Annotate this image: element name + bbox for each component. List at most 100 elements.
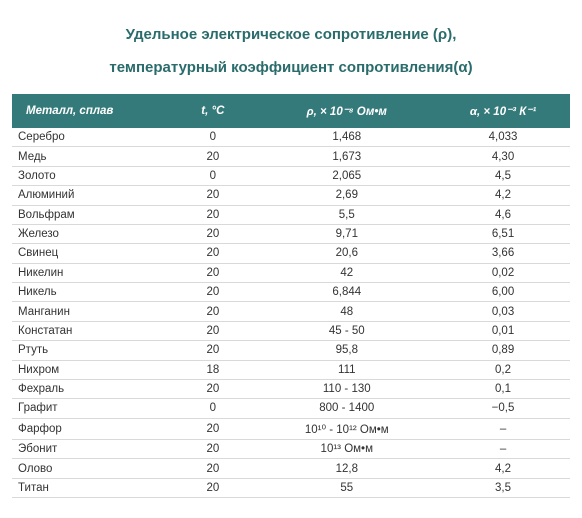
cell-rho: 1,673 (258, 147, 437, 166)
cell-t: 0 (168, 399, 257, 418)
cell-name: Олово (12, 459, 168, 478)
cell-name: Титан (12, 478, 168, 497)
resistivity-table: Металл, сплав t, °С ρ, × 10⁻⁸ Ом•м α, × … (12, 94, 570, 498)
cell-name: Серебро (12, 128, 168, 147)
cell-rho: 2,065 (258, 166, 437, 185)
table-header-row: Металл, сплав t, °С ρ, × 10⁻⁸ Ом•м α, × … (12, 94, 570, 128)
cell-alpha: 4,2 (436, 186, 570, 205)
col-header-temp: t, °С (168, 94, 257, 128)
title-line-1: Удельное электрическое сопротивление (ρ)… (126, 26, 457, 43)
table-row: Графит0800 - 1400−0,5 (12, 399, 570, 418)
cell-name: Нихром (12, 360, 168, 379)
cell-name: Констатан (12, 321, 168, 340)
cell-rho: 110 - 130 (258, 379, 437, 398)
cell-rho: 6,844 (258, 283, 437, 302)
cell-name: Никель (12, 283, 168, 302)
cell-name: Графит (12, 399, 168, 418)
cell-rho: 800 - 1400 (258, 399, 437, 418)
table-row: Фехраль20110 - 1300,1 (12, 379, 570, 398)
table-row: Ртуть2095,80,89 (12, 341, 570, 360)
cell-t: 20 (168, 263, 257, 282)
title-line-2: температурный коэффициент сопротивления(… (109, 59, 472, 76)
cell-alpha: 3,5 (436, 478, 570, 497)
table-row: Никель206,8446,00 (12, 283, 570, 302)
col-header-rho: ρ, × 10⁻⁸ Ом•м (258, 94, 437, 128)
cell-name: Фехраль (12, 379, 168, 398)
cell-rho: 9,71 (258, 224, 437, 243)
cell-rho: 111 (258, 360, 437, 379)
table-row: Медь201,6734,30 (12, 147, 570, 166)
cell-rho: 2,69 (258, 186, 437, 205)
table-row: Вольфрам205,54,6 (12, 205, 570, 224)
cell-alpha: 6,51 (436, 224, 570, 243)
col-header-alpha: α, × 10⁻³ К⁻¹ (436, 94, 570, 128)
table-row: Эбонит2010¹³ Ом•м– (12, 440, 570, 459)
cell-alpha: 4,5 (436, 166, 570, 185)
cell-alpha: 3,66 (436, 244, 570, 263)
cell-name: Фарфор (12, 418, 168, 439)
cell-name: Алюминий (12, 186, 168, 205)
cell-name: Никелин (12, 263, 168, 282)
cell-t: 0 (168, 128, 257, 147)
table-row: Железо209,716,51 (12, 224, 570, 243)
cell-t: 20 (168, 440, 257, 459)
cell-t: 20 (168, 147, 257, 166)
table-row: Титан20553,5 (12, 478, 570, 497)
cell-t: 20 (168, 478, 257, 497)
cell-alpha: 0,03 (436, 302, 570, 321)
cell-alpha: 0,1 (436, 379, 570, 398)
cell-alpha: 0,2 (436, 360, 570, 379)
cell-alpha: 0,89 (436, 341, 570, 360)
table-row: Алюминий202,694,2 (12, 186, 570, 205)
cell-rho: 95,8 (258, 341, 437, 360)
cell-name: Железо (12, 224, 168, 243)
cell-rho: 10¹⁰ - 10¹² Ом•м (258, 418, 437, 439)
cell-name: Эбонит (12, 440, 168, 459)
cell-t: 20 (168, 186, 257, 205)
cell-t: 18 (168, 360, 257, 379)
cell-rho: 1,468 (258, 128, 437, 147)
cell-rho: 12,8 (258, 459, 437, 478)
cell-name: Свинец (12, 244, 168, 263)
table-row: Фарфор2010¹⁰ - 10¹² Ом•м– (12, 418, 570, 439)
table-row: Манганин20480,03 (12, 302, 570, 321)
cell-t: 20 (168, 244, 257, 263)
cell-rho: 20,6 (258, 244, 437, 263)
table-row: Констатан2045 - 500,01 (12, 321, 570, 340)
cell-t: 20 (168, 205, 257, 224)
table-row: Олово2012,84,2 (12, 459, 570, 478)
cell-t: 20 (168, 379, 257, 398)
cell-t: 20 (168, 321, 257, 340)
cell-name: Медь (12, 147, 168, 166)
table-row: Золото02,0654,5 (12, 166, 570, 185)
table-row: Никелин20420,02 (12, 263, 570, 282)
cell-rho: 48 (258, 302, 437, 321)
cell-name: Золото (12, 166, 168, 185)
cell-t: 20 (168, 283, 257, 302)
cell-alpha: 4,033 (436, 128, 570, 147)
cell-rho: 42 (258, 263, 437, 282)
cell-alpha: 0,02 (436, 263, 570, 282)
cell-t: 20 (168, 459, 257, 478)
table-row: Свинец2020,63,66 (12, 244, 570, 263)
cell-name: Манганин (12, 302, 168, 321)
cell-name: Ртуть (12, 341, 168, 360)
cell-t: 20 (168, 418, 257, 439)
cell-rho: 10¹³ Ом•м (258, 440, 437, 459)
table-row: Нихром181110,2 (12, 360, 570, 379)
cell-alpha: 4,2 (436, 459, 570, 478)
cell-t: 0 (168, 166, 257, 185)
cell-alpha: – (436, 440, 570, 459)
cell-alpha: −0,5 (436, 399, 570, 418)
table-body: Серебро01,4684,033Медь201,6734,30Золото0… (12, 128, 570, 498)
col-header-metal: Металл, сплав (12, 94, 168, 128)
cell-rho: 5,5 (258, 205, 437, 224)
cell-alpha: 4,30 (436, 147, 570, 166)
cell-alpha: 0,01 (436, 321, 570, 340)
cell-t: 20 (168, 302, 257, 321)
cell-alpha: 4,6 (436, 205, 570, 224)
cell-alpha: – (436, 418, 570, 439)
cell-name: Вольфрам (12, 205, 168, 224)
cell-t: 20 (168, 341, 257, 360)
cell-rho: 45 - 50 (258, 321, 437, 340)
